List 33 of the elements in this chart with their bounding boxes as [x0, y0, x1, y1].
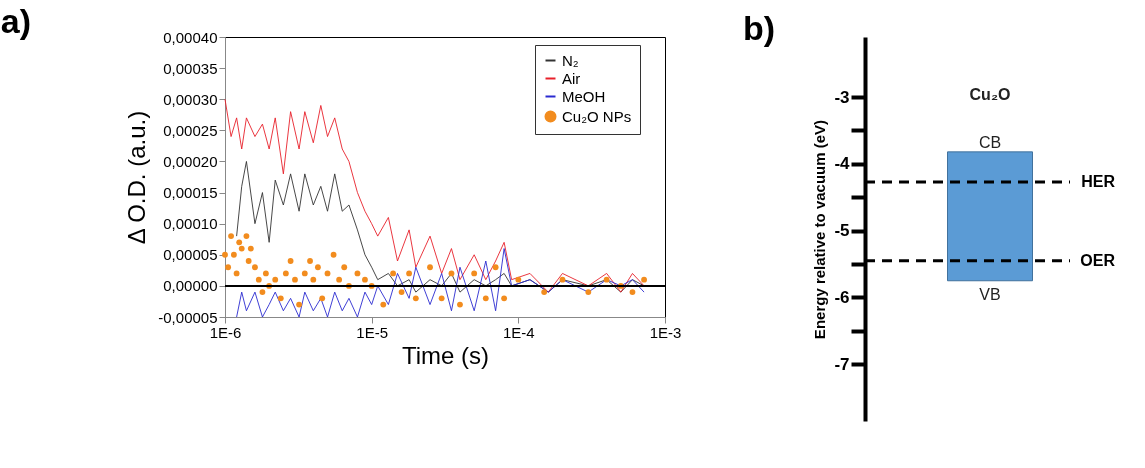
- y-tick-label: 0,00030: [163, 90, 218, 108]
- ref-line-label: OER: [1080, 251, 1116, 269]
- y-tick-label: 0,00000: [163, 277, 218, 295]
- legend-label: MeOH: [562, 87, 606, 105]
- legend-label: Air: [562, 69, 581, 87]
- y-tick-label: -0,00005: [158, 308, 218, 326]
- annotation: CB: [978, 134, 1002, 152]
- y-tick-label: -6: [834, 287, 850, 307]
- y-tick-label: 0,00040: [163, 28, 218, 46]
- legend-label: N₂: [562, 51, 579, 69]
- y-axis-title: Energy relative to vacuum (eV): [811, 119, 829, 340]
- y-tick-label: 0,00035: [163, 59, 218, 77]
- x-tick-label: 1E-5: [356, 323, 389, 341]
- chart-title: b): [742, 9, 775, 47]
- chart-title: a): [0, 2, 32, 40]
- y-tick-label: -4: [834, 154, 851, 174]
- y-tick-label: -5: [834, 221, 850, 241]
- y-tick-label: 0,00010: [163, 215, 218, 233]
- y-tick-label: -7: [834, 354, 850, 374]
- annotation: VB: [979, 286, 1001, 304]
- annotation: Cu₂O: [969, 86, 1011, 104]
- y-tick-label: 0,00015: [163, 184, 218, 202]
- y-tick-label: -3: [834, 87, 850, 107]
- legend-label: Cu₂O NPs: [562, 107, 632, 125]
- x-tick-label: 1E-4: [502, 323, 535, 341]
- x-tick-label: 1E-3: [649, 323, 682, 341]
- y-tick-label: 0,00005: [163, 246, 218, 264]
- y-tick-label: 0,00020: [163, 152, 218, 170]
- x-tick-label: 1E-6: [209, 323, 242, 341]
- ref-line-label: HER: [1081, 172, 1116, 190]
- y-axis-title: Δ O.D. (a.u.): [123, 110, 151, 245]
- x-axis-title: Time (s): [401, 341, 490, 369]
- y-tick-label: 0,00025: [163, 121, 218, 139]
